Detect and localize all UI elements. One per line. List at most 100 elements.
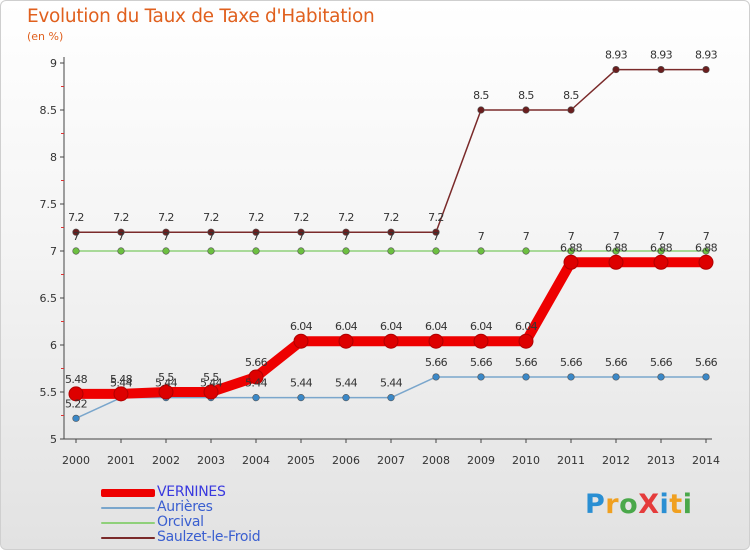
data-point [518,333,534,349]
x-tick-label: 2010 [512,454,540,467]
legend-label: Saulzet-le-Froid [157,529,261,545]
data-point [657,373,665,381]
chart-legend: VERNINES Aurières Orcival Saulzet-le-Froid [101,485,261,545]
logo-letter: i [682,489,693,520]
x-tick-label: 2014 [692,454,720,467]
data-point [657,65,665,74]
data-point [473,333,489,349]
y-tick-label: 7 [50,245,57,258]
data-point [702,65,710,74]
data-point [698,254,714,270]
data-label: 6.04 [335,320,358,333]
legend-swatch [101,506,155,509]
x-tick-label: 2001 [107,454,135,467]
data-label: 5.66 [560,356,583,369]
data-label: 8.5 [563,89,579,102]
data-point [297,228,305,236]
data-point [432,247,440,255]
data-point [432,373,440,381]
x-tick-label: 2004 [242,454,270,467]
data-label: 7 [613,230,620,243]
data-label: 7 [73,230,80,243]
y-tick-label: 6 [50,339,57,352]
data-point [68,386,84,402]
series-line [75,68,707,233]
data-label: 5.48 [65,373,88,386]
data-label: 8.93 [695,49,718,62]
legend-item: Saulzet-le-Froid [101,529,261,545]
data-label: 6.04 [470,320,493,333]
data-point [342,247,350,255]
data-point [162,247,170,255]
data-label: 5.66 [695,356,718,369]
data-label: 5.5 [203,371,219,384]
series-vernines [68,254,714,402]
data-point [203,384,219,400]
legend-swatch [101,521,155,524]
data-point [207,228,215,236]
data-point [207,247,215,255]
data-label: 7 [118,230,125,243]
data-label: 7.2 [68,211,84,224]
data-point [338,333,354,349]
data-point [567,247,575,255]
data-label: 7.2 [158,211,174,224]
x-tick-label: 2012 [602,454,630,467]
data-label: 7.2 [383,211,399,224]
data-label: 6.88 [695,241,718,254]
data-point [477,247,485,255]
data-point [342,394,350,402]
x-tick-label: 2003 [197,454,225,467]
x-tick-label: 2005 [287,454,315,467]
data-label: 5.48 [110,373,133,386]
logo-letter: X [638,489,660,520]
data-label: 5.44 [110,377,133,390]
data-point [653,254,669,270]
data-label: 7 [163,230,170,243]
data-label: 8.5 [473,89,489,102]
data-point [383,333,399,349]
y-tick-label: 7.5 [40,198,58,211]
data-label: 6.88 [560,241,583,254]
data-point [72,414,80,422]
data-point [612,65,620,74]
data-point [657,247,665,255]
data-point [252,394,260,402]
data-label: 7.2 [248,211,264,224]
legend-label: Aurières [157,499,213,515]
data-point [428,333,444,349]
logo-letter: P [585,489,606,520]
data-point [567,373,575,381]
x-tick-label: 2008 [422,454,450,467]
legend-item: Aurières [101,500,260,515]
x-tick-label: 2000 [62,454,90,467]
data-point [608,254,624,270]
data-point [387,228,395,236]
y-tick-label: 6.5 [40,292,58,305]
data-point [477,373,485,381]
data-point [563,254,579,270]
data-label: 5.44 [200,377,223,390]
x-tick-label: 2009 [467,454,495,467]
x-tick-label: 2006 [332,454,360,467]
legend-item: VERNINES [101,485,260,500]
data-point [293,333,309,349]
y-tick-label: 8.5 [40,104,58,117]
data-point [252,247,260,255]
data-label: 7.2 [428,211,444,224]
data-label: 8.5 [518,89,534,102]
data-point [387,394,395,402]
x-tick-label: 2013 [647,454,675,467]
data-point [252,228,260,236]
data-label: 8.93 [605,49,628,62]
data-label: 7.2 [203,211,219,224]
data-label: 7 [298,230,305,243]
data-point [702,373,710,381]
data-label: 5.22 [65,397,87,410]
data-label: 5.44 [380,377,403,390]
data-point [522,247,530,255]
data-point [522,373,530,381]
data-label: 5.66 [245,356,268,369]
